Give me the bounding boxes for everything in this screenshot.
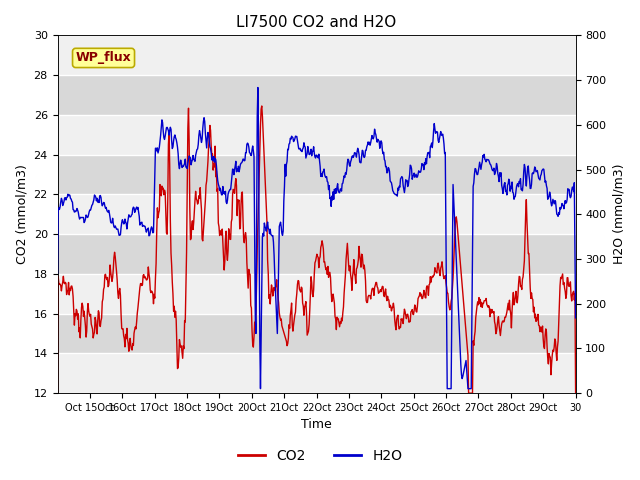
- Bar: [58, 353, 575, 393]
- Bar: [58, 115, 575, 155]
- Bar: [58, 36, 575, 75]
- Bar: [58, 234, 575, 274]
- Bar: [58, 155, 575, 194]
- Text: WP_flux: WP_flux: [76, 51, 131, 64]
- Bar: [58, 194, 575, 234]
- Y-axis label: CO2 (mmol/m3): CO2 (mmol/m3): [15, 164, 28, 264]
- Bar: [58, 274, 575, 313]
- Title: LI7500 CO2 and H2O: LI7500 CO2 and H2O: [236, 15, 397, 30]
- Legend: CO2, H2O: CO2, H2O: [232, 443, 408, 468]
- Bar: [58, 75, 575, 115]
- Y-axis label: H2O (mmol/m3): H2O (mmol/m3): [612, 164, 625, 264]
- Bar: [58, 313, 575, 353]
- X-axis label: Time: Time: [301, 419, 332, 432]
